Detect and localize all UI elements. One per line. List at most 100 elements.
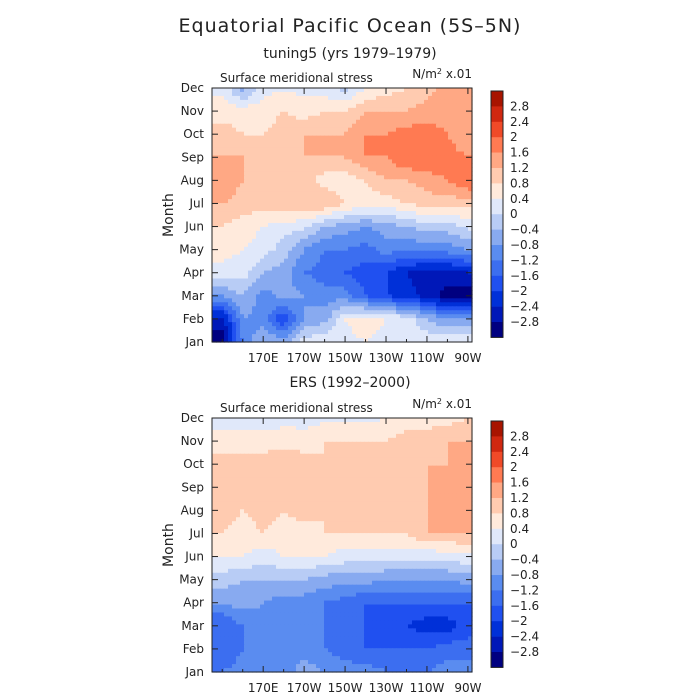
heatmap-cell xyxy=(440,131,445,137)
heatmap-cell xyxy=(360,278,365,284)
heatmap-cell xyxy=(276,338,281,343)
heatmap-cell xyxy=(324,191,329,196)
y-axis-title: Month xyxy=(161,193,177,237)
heatmap-cell xyxy=(452,222,457,228)
heatmap-cell xyxy=(400,127,405,133)
heatmap-cell xyxy=(252,421,257,427)
heatmap-cell xyxy=(324,135,329,141)
heatmap-cell xyxy=(256,91,261,97)
heatmap-cell xyxy=(228,306,233,311)
heatmap-cell xyxy=(392,211,397,216)
heatmap-cell xyxy=(452,195,457,200)
panel-title: ERS (1992–2000) xyxy=(289,375,410,391)
heatmap-cell xyxy=(336,211,341,216)
heatmap-cell xyxy=(260,218,265,224)
heatmap-cell xyxy=(212,457,217,463)
heatmap-cell xyxy=(352,207,357,212)
heatmap-cell xyxy=(320,286,325,292)
heatmap-cell xyxy=(224,179,229,184)
heatmap-cell xyxy=(284,258,289,264)
heatmap-cell xyxy=(384,91,389,97)
heatmap-cell xyxy=(248,199,253,204)
heatmap-cell xyxy=(388,457,393,463)
heatmap-cell xyxy=(428,298,433,303)
heatmap-cell xyxy=(336,322,341,327)
heatmap-cell xyxy=(304,222,309,228)
heatmap-cell xyxy=(280,91,285,97)
heatmap-cell xyxy=(380,318,385,323)
heatmap-cell xyxy=(284,171,289,176)
heatmap-cell xyxy=(324,226,329,232)
heatmap-cell xyxy=(240,310,245,315)
heatmap-cell xyxy=(372,183,377,188)
heatmap-cell xyxy=(348,211,353,216)
heatmap-cell xyxy=(216,203,221,208)
heatmap-cell xyxy=(336,215,341,220)
heatmap-cell xyxy=(332,119,337,125)
heatmap-cell xyxy=(340,167,345,172)
heatmap-cell xyxy=(468,218,473,224)
heatmap-cell xyxy=(264,230,269,236)
heatmap-cell xyxy=(356,445,361,451)
heatmap-cell xyxy=(292,151,297,157)
heatmap-cell xyxy=(288,310,293,315)
heatmap-cell xyxy=(252,330,257,335)
y-tick-label: Jul xyxy=(189,196,204,210)
heatmap-cell xyxy=(336,254,341,260)
heatmap-cell xyxy=(272,143,277,149)
heatmap-cell xyxy=(412,195,417,200)
heatmap-cell xyxy=(220,183,225,188)
heatmap-cell xyxy=(232,286,237,292)
heatmap-cell xyxy=(460,322,465,327)
heatmap-cell xyxy=(388,238,393,244)
heatmap-cell xyxy=(292,111,297,117)
heatmap-cell xyxy=(444,258,449,264)
heatmap-cell xyxy=(220,171,225,176)
heatmap-cell xyxy=(392,294,397,299)
heatmap-cell xyxy=(304,215,309,220)
heatmap-cell xyxy=(376,453,381,459)
heatmap-cell xyxy=(212,195,217,200)
heatmap-cell xyxy=(356,425,361,431)
heatmap-cell xyxy=(224,127,229,133)
heatmap-cell xyxy=(416,322,421,327)
heatmap-cell xyxy=(400,266,405,272)
y-tick-label: Aug xyxy=(181,173,204,187)
heatmap-cell xyxy=(444,218,449,224)
heatmap-cell xyxy=(280,143,285,149)
heatmap-cell xyxy=(304,155,309,161)
heatmap-cell xyxy=(240,167,245,172)
heatmap-cell xyxy=(268,107,273,113)
heatmap-cell xyxy=(240,222,245,228)
heatmap-cell xyxy=(444,453,449,459)
heatmap-cell xyxy=(364,230,369,236)
heatmap-cell xyxy=(328,179,333,184)
heatmap-cell xyxy=(292,330,297,335)
heatmap-cell xyxy=(300,187,305,192)
heatmap-cell xyxy=(464,91,469,97)
heatmap-cell xyxy=(212,127,217,133)
heatmap-cell xyxy=(348,99,353,105)
heatmap-cell xyxy=(380,215,385,220)
heatmap-cell xyxy=(368,163,373,168)
heatmap-cell xyxy=(308,163,313,168)
heatmap-cell xyxy=(460,187,465,192)
heatmap-cell xyxy=(228,421,233,427)
heatmap-cell xyxy=(236,338,241,343)
heatmap-cell xyxy=(408,199,413,204)
heatmap-cell xyxy=(256,282,261,288)
heatmap-cell xyxy=(216,163,221,168)
heatmap-cell xyxy=(372,103,377,109)
heatmap-cell xyxy=(252,119,257,125)
heatmap-cell xyxy=(300,226,305,232)
heatmap-cell xyxy=(460,290,465,295)
heatmap-cell xyxy=(304,238,309,244)
heatmap-cell xyxy=(432,282,437,288)
heatmap-cell xyxy=(244,215,249,220)
heatmap-cell xyxy=(376,254,381,260)
heatmap-cell xyxy=(376,334,381,339)
heatmap-cell xyxy=(320,254,325,260)
heatmap-cell xyxy=(216,183,221,188)
heatmap-cell xyxy=(268,290,273,295)
heatmap-cell xyxy=(420,314,425,319)
